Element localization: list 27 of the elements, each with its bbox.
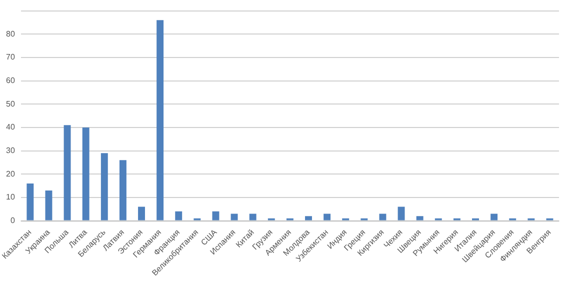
bar xyxy=(156,20,164,220)
y-tick-label: 50 xyxy=(6,99,16,108)
bar xyxy=(379,214,386,220)
y-tick-label: 40 xyxy=(6,122,16,132)
bar xyxy=(26,183,34,220)
bar xyxy=(490,214,498,220)
y-tick-label: 30 xyxy=(6,146,16,155)
bar xyxy=(64,125,71,220)
y-tick-label: 20 xyxy=(6,169,16,178)
bar xyxy=(82,127,90,220)
y-tick-label: 60 xyxy=(6,76,16,85)
bar xyxy=(100,153,108,220)
bar xyxy=(212,211,220,220)
y-tick-label: 0 xyxy=(10,216,16,225)
bar xyxy=(138,206,145,220)
y-tick-label: 10 xyxy=(6,192,16,202)
bar xyxy=(249,214,256,220)
y-tick-label: 70 xyxy=(6,52,16,62)
bar xyxy=(230,214,238,220)
y-tick-label: 80 xyxy=(6,29,16,38)
bar xyxy=(175,211,182,220)
bar xyxy=(416,216,424,220)
bar xyxy=(324,214,331,220)
bar xyxy=(45,190,52,220)
bar xyxy=(398,206,405,220)
bar xyxy=(305,216,312,220)
bar xyxy=(119,160,126,220)
